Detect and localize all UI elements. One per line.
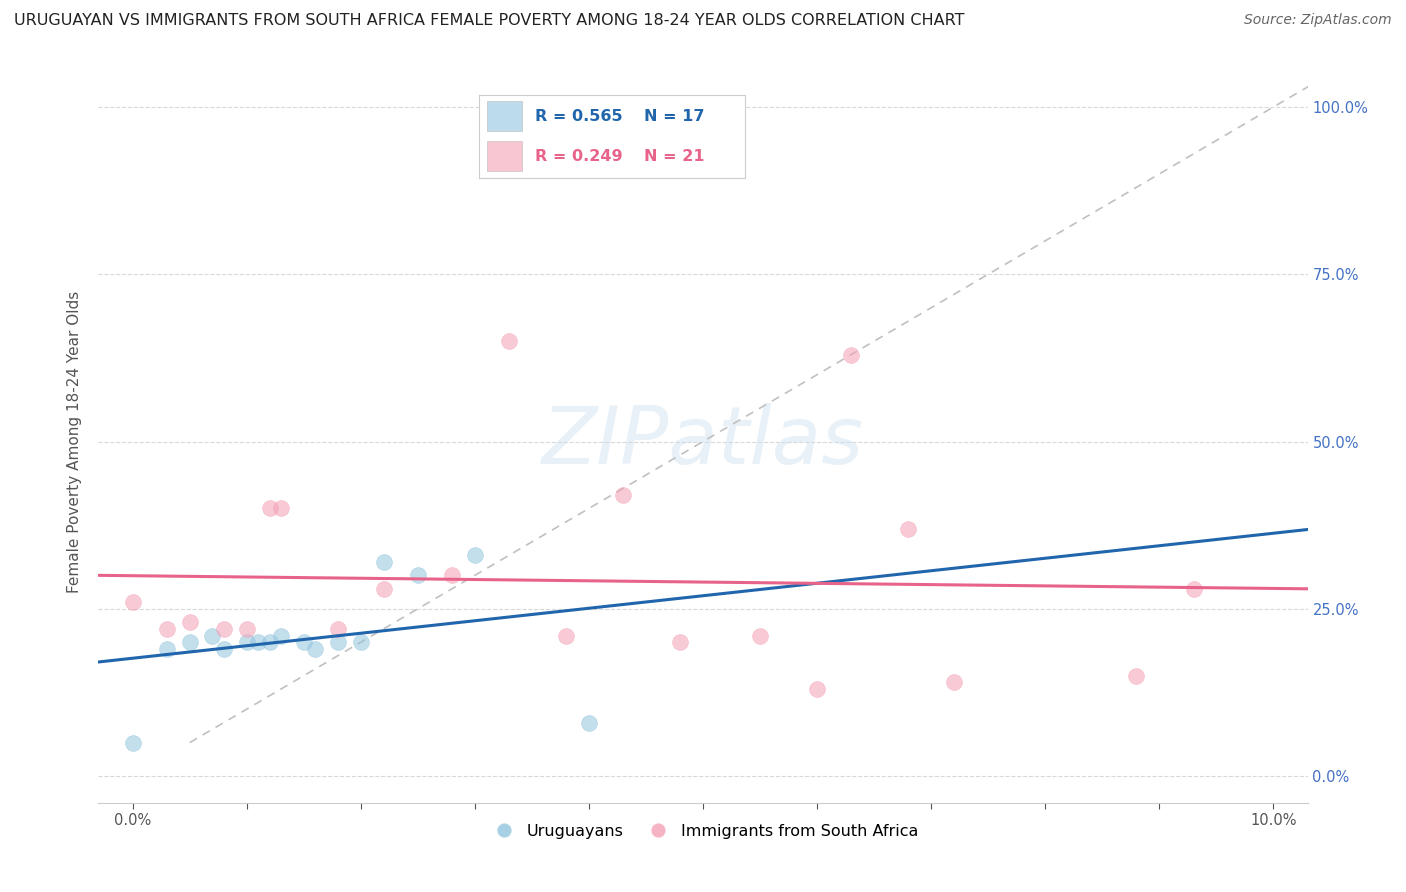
Point <box>749 629 772 643</box>
Point <box>156 622 179 636</box>
Point <box>464 548 486 563</box>
Point <box>578 715 600 730</box>
Point <box>806 681 828 696</box>
Point <box>326 635 349 649</box>
Point <box>839 347 862 362</box>
Point <box>1125 669 1147 683</box>
Point <box>121 595 143 609</box>
Y-axis label: Female Poverty Among 18-24 Year Olds: Female Poverty Among 18-24 Year Olds <box>67 291 83 592</box>
Point <box>179 635 201 649</box>
Text: Source: ZipAtlas.com: Source: ZipAtlas.com <box>1244 13 1392 28</box>
Point <box>235 635 257 649</box>
Point <box>555 629 578 643</box>
Point <box>270 629 292 643</box>
Point <box>1182 582 1205 596</box>
Point <box>156 642 179 657</box>
Point <box>326 622 349 636</box>
Point <box>201 629 224 643</box>
Point <box>897 521 920 535</box>
Point <box>259 501 281 516</box>
Point <box>350 635 373 649</box>
Point <box>235 622 257 636</box>
Point <box>270 501 292 516</box>
Point <box>498 334 520 349</box>
Point <box>669 635 692 649</box>
Point <box>373 555 395 569</box>
Point <box>406 568 429 582</box>
Point <box>179 615 201 630</box>
Point <box>259 635 281 649</box>
Point <box>942 675 965 690</box>
Point <box>612 488 634 502</box>
Point <box>247 635 270 649</box>
Point <box>441 568 464 582</box>
Point <box>373 582 395 596</box>
Text: URUGUAYAN VS IMMIGRANTS FROM SOUTH AFRICA FEMALE POVERTY AMONG 18-24 YEAR OLDS C: URUGUAYAN VS IMMIGRANTS FROM SOUTH AFRIC… <box>14 13 965 29</box>
Point <box>304 642 326 657</box>
Point <box>121 735 143 749</box>
Legend: Uruguayans, Immigrants from South Africa: Uruguayans, Immigrants from South Africa <box>482 818 924 846</box>
Point <box>292 635 315 649</box>
Point <box>212 642 235 657</box>
Point <box>212 622 235 636</box>
Text: ZIPatlas: ZIPatlas <box>541 402 865 481</box>
